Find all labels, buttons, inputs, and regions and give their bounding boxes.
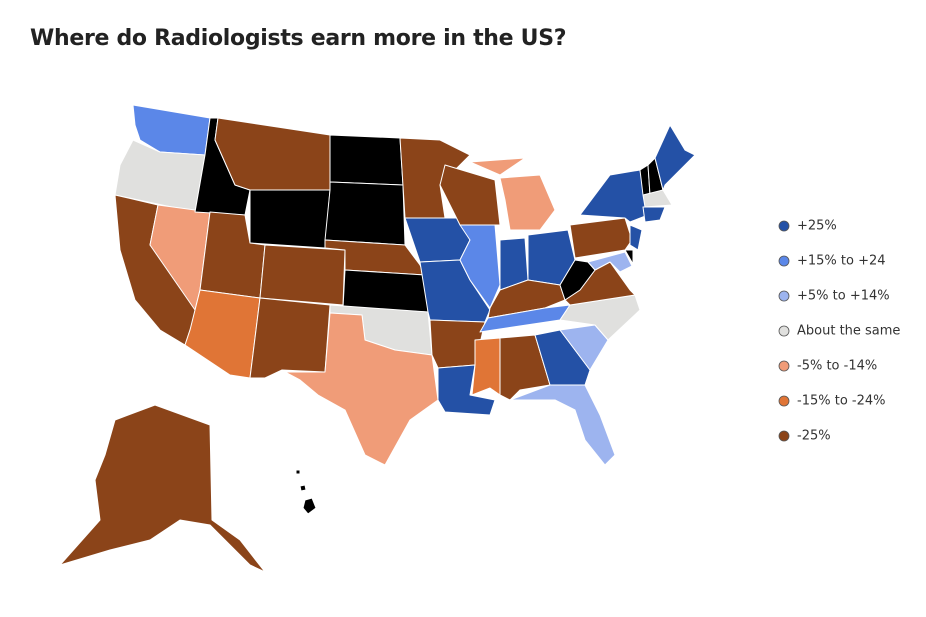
state (534, 329, 591, 386)
state (249, 297, 331, 379)
state (214, 117, 331, 191)
state (324, 181, 406, 246)
state (469, 157, 526, 176)
state (299, 484, 307, 492)
legend-label: +25% (797, 219, 837, 234)
states (59, 104, 696, 573)
legend-marker (778, 360, 790, 372)
state (295, 469, 301, 475)
legend-marker (778, 395, 790, 407)
state (629, 224, 643, 251)
legend-label: +5% to +14% (797, 289, 890, 304)
state (329, 134, 404, 186)
page-title: Where do Radiologists earn more in the U… (30, 26, 567, 51)
legend-marker (778, 430, 790, 442)
legend-marker (778, 255, 790, 267)
legend-label: About the same (797, 324, 900, 339)
legend-label: +15% to +24 (797, 254, 886, 269)
state (59, 404, 266, 573)
legend-label: -25% (797, 429, 831, 444)
state (579, 169, 649, 223)
state (439, 164, 501, 226)
state (459, 224, 501, 309)
state (259, 244, 346, 306)
legend-label: -5% to -14% (797, 359, 877, 374)
state (499, 174, 556, 231)
state (587, 251, 633, 273)
state (624, 249, 634, 265)
legend-marker (778, 325, 790, 337)
state (569, 217, 633, 259)
state (342, 269, 429, 313)
state (654, 124, 696, 191)
state (249, 189, 331, 249)
state (509, 384, 616, 466)
state (471, 337, 501, 396)
state (642, 189, 673, 208)
legend-marker (778, 290, 790, 302)
state (642, 206, 666, 223)
state (284, 312, 439, 466)
legend-marker (778, 220, 790, 232)
legend: +25% +15% to +24 +5% to +14% About the same… (778, 219, 900, 444)
legend-label: -15% to -24% (797, 394, 886, 409)
state (302, 497, 317, 515)
state (184, 289, 261, 379)
